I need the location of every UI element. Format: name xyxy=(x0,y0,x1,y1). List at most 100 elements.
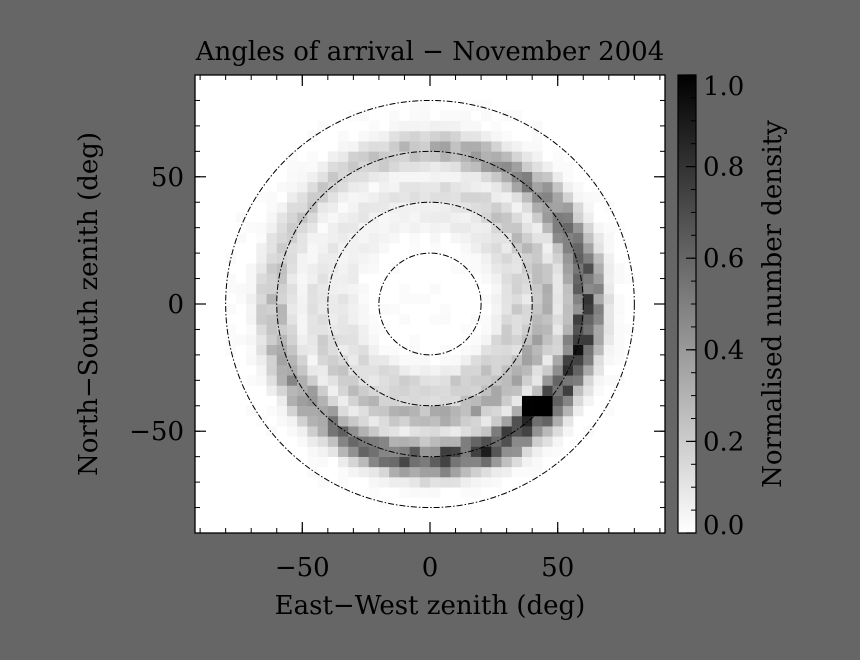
reference-circle xyxy=(378,252,482,356)
heatmap-cell xyxy=(481,130,492,142)
heatmap-cell xyxy=(511,192,523,203)
heatmap-cell xyxy=(276,273,288,284)
heatmap-cell xyxy=(501,222,513,234)
heatmap-cell xyxy=(317,181,329,193)
heatmap-cell xyxy=(225,324,237,335)
heatmap-cell xyxy=(552,263,564,274)
heatmap-cell xyxy=(266,293,278,305)
heatmap-cell xyxy=(532,314,543,325)
heatmap-cell xyxy=(409,354,421,366)
heatmap-cell xyxy=(532,375,543,386)
heatmap-cell xyxy=(511,171,523,183)
heatmap-cell xyxy=(542,365,553,376)
heatmap-cell xyxy=(297,395,308,407)
heatmap-cell xyxy=(430,151,441,162)
heatmap-cell xyxy=(532,293,543,305)
x-tick-label: 0 xyxy=(422,553,439,583)
heatmap-cell xyxy=(409,487,421,498)
heatmap-cell xyxy=(266,273,278,284)
heatmap-cell xyxy=(409,161,421,172)
heatmap-cell xyxy=(521,466,533,478)
heatmap-cell xyxy=(338,426,349,437)
heatmap-cell xyxy=(440,130,451,142)
heatmap-cell xyxy=(419,466,431,478)
heatmap-cell xyxy=(470,314,482,325)
heatmap-cell xyxy=(338,405,349,417)
heatmap-cell xyxy=(266,314,278,325)
heatmap-cell xyxy=(491,283,502,295)
heatmap-cell xyxy=(430,487,441,498)
heatmap-cell xyxy=(470,242,482,254)
heatmap-cell xyxy=(286,344,298,356)
heatmap-cell xyxy=(430,415,441,427)
heatmap-cell xyxy=(583,253,594,264)
heatmap-cell xyxy=(532,212,543,223)
heatmap-cell xyxy=(440,212,451,223)
heatmap-cell xyxy=(430,436,441,447)
heatmap-cell xyxy=(256,192,267,203)
heatmap-cell xyxy=(521,212,533,223)
heatmap-cell xyxy=(225,283,237,295)
heatmap-cell xyxy=(511,161,523,172)
heatmap-cell xyxy=(603,354,615,366)
heatmap-cell xyxy=(378,375,390,386)
heatmap-cell xyxy=(562,314,574,325)
heatmap-cell xyxy=(562,171,574,183)
heatmap-cell xyxy=(358,405,369,417)
heatmap-cell xyxy=(358,415,369,427)
heatmap-cell xyxy=(399,477,410,488)
heatmap-cell xyxy=(450,456,461,468)
heatmap-cell xyxy=(348,415,359,427)
heatmap-cell xyxy=(521,283,533,295)
heatmap-cell xyxy=(317,436,329,447)
heatmap-cell xyxy=(613,263,625,274)
heatmap-cell xyxy=(256,242,267,254)
heatmap-cell xyxy=(613,273,625,284)
heatmap-cell xyxy=(501,263,513,274)
heatmap-cell xyxy=(378,171,390,183)
y-tick-label: 50 xyxy=(151,163,184,193)
heatmap-cell xyxy=(348,192,359,203)
heatmap-cell xyxy=(562,395,574,407)
heatmap-cell xyxy=(501,365,513,376)
heatmap-cell xyxy=(440,304,451,315)
x-tick-label: −50 xyxy=(275,553,330,583)
heatmap-cell xyxy=(430,222,441,234)
heatmap-cell xyxy=(409,222,421,234)
heatmap-cell xyxy=(266,212,278,223)
heatmap-cell xyxy=(399,130,410,142)
heatmap-cell xyxy=(327,263,339,274)
heatmap-cell xyxy=(297,415,308,427)
heatmap-cell xyxy=(246,304,257,315)
heatmap-cell xyxy=(481,314,492,325)
heatmap-cell xyxy=(389,212,400,223)
heatmap-cell xyxy=(430,426,441,437)
heatmap-cell xyxy=(389,395,400,407)
heatmap-cell xyxy=(491,151,502,162)
heatmap-cell xyxy=(521,436,533,447)
heatmap-cell xyxy=(409,212,421,223)
heatmap-cell xyxy=(338,375,349,386)
heatmap-cell xyxy=(358,395,369,407)
heatmap-cell xyxy=(256,253,267,264)
heatmap-cell xyxy=(378,212,390,223)
heatmap-cell xyxy=(511,304,523,315)
heatmap-cell xyxy=(562,202,574,213)
heatmap-cell xyxy=(552,415,564,427)
heatmap-cell xyxy=(583,365,594,376)
heatmap-cell xyxy=(501,181,513,193)
heatmap-cell xyxy=(389,477,400,488)
heatmap-cell xyxy=(246,283,257,295)
heatmap-cell xyxy=(532,273,543,284)
heatmap-cell xyxy=(501,232,513,244)
heatmap-cell xyxy=(491,212,502,223)
heatmap-cell xyxy=(348,141,359,152)
heatmap-cell xyxy=(501,344,513,356)
heatmap-cell xyxy=(532,395,543,407)
heatmap-cell xyxy=(470,365,482,376)
heatmap-cell xyxy=(368,171,380,183)
heatmap-cell xyxy=(481,171,492,183)
heatmap-cell xyxy=(266,405,278,417)
heatmap-cell xyxy=(327,242,339,254)
heatmap-cell xyxy=(276,304,288,315)
